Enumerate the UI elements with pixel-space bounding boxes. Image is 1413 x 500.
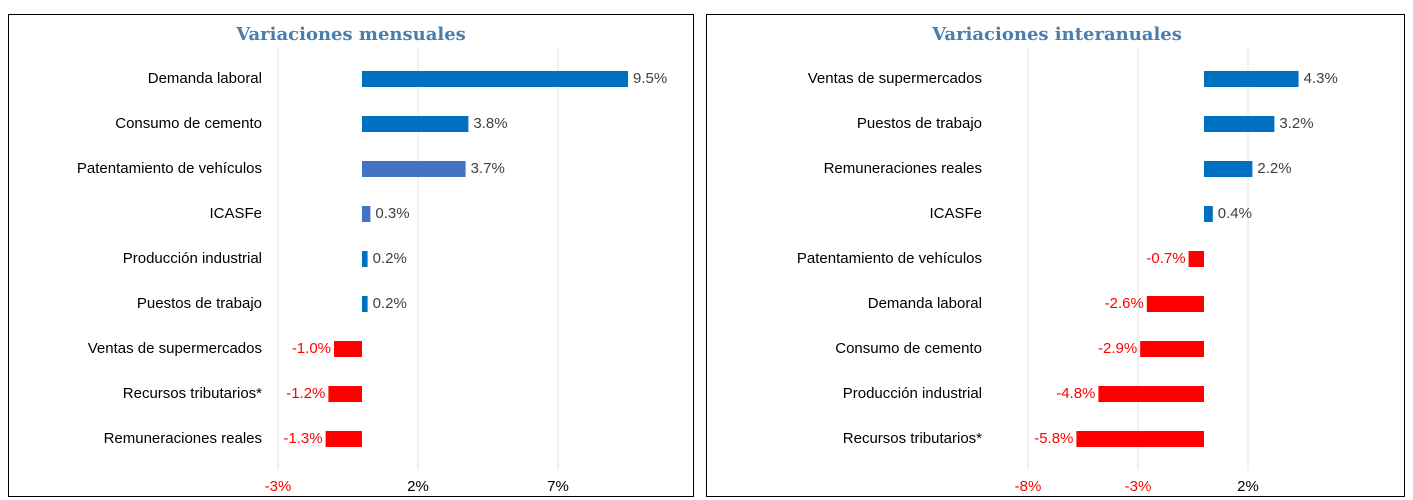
value-label: -4.8% [1056, 385, 1095, 402]
category-label: Remuneraciones reales [104, 430, 262, 447]
category-label: Demanda laboral [868, 295, 982, 312]
value-label: -0.7% [1146, 250, 1185, 267]
category-label: Ventas de supermercados [808, 70, 982, 87]
x-tick-label: -3% [265, 478, 292, 495]
bar [1204, 71, 1299, 87]
value-label: 2.2% [1257, 160, 1291, 177]
value-label: -2.9% [1098, 340, 1137, 357]
bar [1188, 251, 1204, 267]
bar [362, 206, 371, 222]
chart-title: Variaciones interanuales [931, 24, 1182, 45]
panel-border [706, 14, 1405, 497]
value-label: 3.8% [473, 115, 507, 132]
bar [362, 251, 368, 267]
value-label: 3.2% [1279, 115, 1313, 132]
value-label: -1.3% [283, 430, 322, 447]
bar [362, 161, 466, 177]
x-tick-label: 7% [547, 478, 569, 495]
bar [1098, 386, 1204, 402]
panel-border [8, 14, 694, 497]
category-label: Consumo de cemento [115, 115, 262, 132]
bar [1146, 296, 1204, 312]
value-label: -1.2% [286, 385, 325, 402]
bar [1140, 341, 1204, 357]
chart-title: Variaciones mensuales [235, 24, 466, 45]
x-tick-label: 2% [407, 478, 429, 495]
category-label: ICASFe [209, 205, 262, 222]
category-label: Demanda laboral [148, 70, 262, 87]
x-tick-label: 2% [1237, 478, 1259, 495]
value-label: 9.5% [633, 70, 667, 87]
value-label: 0.4% [1218, 205, 1252, 222]
bar [1204, 206, 1213, 222]
value-label: 0.3% [375, 205, 409, 222]
category-label: Patentamiento de vehículos [77, 160, 262, 177]
value-label: -5.8% [1034, 430, 1073, 447]
category-label: Ventas de supermercados [88, 340, 262, 357]
category-label: Producción industrial [123, 250, 262, 267]
category-label: ICASFe [929, 205, 982, 222]
bar [362, 71, 628, 87]
bar [325, 431, 362, 447]
category-label: Puestos de trabajo [857, 115, 982, 132]
value-label: 3.7% [471, 160, 505, 177]
category-label: Puestos de trabajo [137, 295, 262, 312]
category-label: Consumo de cemento [835, 340, 982, 357]
category-label: Remuneraciones reales [824, 160, 982, 177]
bar [1204, 161, 1253, 177]
value-label: -2.6% [1105, 295, 1144, 312]
value-label: 4.3% [1304, 70, 1338, 87]
value-label: 0.2% [373, 295, 407, 312]
bar [1204, 116, 1275, 132]
x-tick-label: -8% [1015, 478, 1042, 495]
bar [1076, 431, 1204, 447]
value-label: -1.0% [292, 340, 331, 357]
category-label: Patentamiento de vehículos [797, 250, 982, 267]
category-label: Producción industrial [843, 385, 982, 402]
category-label: Recursos tributarios* [843, 430, 982, 447]
bar [362, 116, 469, 132]
bar [334, 341, 362, 357]
x-tick-label: -3% [1125, 478, 1152, 495]
bar [328, 386, 362, 402]
bar [362, 296, 368, 312]
category-label: Recursos tributarios* [123, 385, 262, 402]
value-label: 0.2% [373, 250, 407, 267]
